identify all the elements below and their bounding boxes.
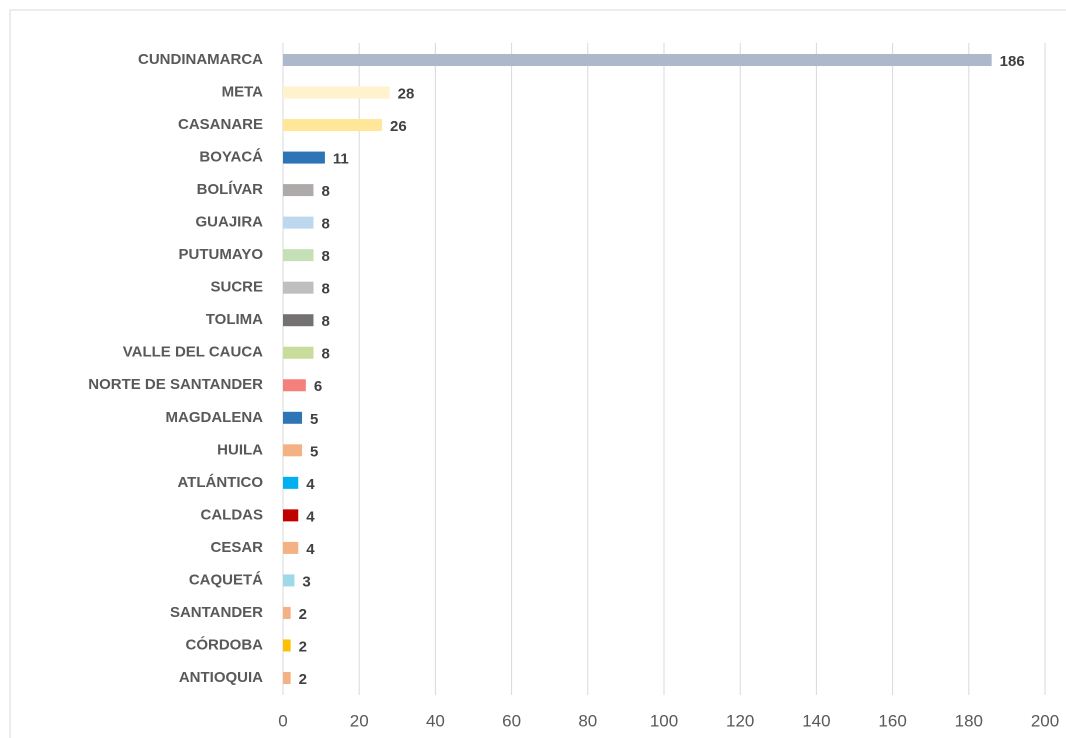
y-tick-label: TOLIMA xyxy=(206,311,263,328)
bar xyxy=(283,574,295,587)
y-tick-label: BOLÍVAR xyxy=(197,181,264,198)
y-tick-label: BOYACÁ xyxy=(199,149,263,166)
x-tick-label: 40 xyxy=(426,711,445,730)
y-tick-label: MAGDALENA xyxy=(166,409,264,426)
bar xyxy=(283,346,314,359)
bar xyxy=(283,151,325,164)
data-label: 2 xyxy=(299,671,307,688)
bar xyxy=(283,86,390,99)
data-label: 28 xyxy=(398,85,415,102)
y-tick-label: CAQUETÁ xyxy=(189,571,263,588)
bar xyxy=(283,119,383,132)
chart-border xyxy=(9,9,1066,738)
y-tick-label: CUNDINAMARCA xyxy=(138,51,263,68)
data-label: 4 xyxy=(306,476,315,493)
bar xyxy=(283,411,303,424)
y-tick-label: CASANARE xyxy=(178,116,263,133)
y-tick-label: HUILA xyxy=(217,441,263,458)
y-tick-label: META xyxy=(222,83,264,100)
data-label: 8 xyxy=(321,248,329,265)
y-tick-label: VALLE DEL CAUCA xyxy=(123,344,263,361)
bar xyxy=(283,541,299,554)
data-label: 8 xyxy=(321,346,329,363)
data-label: 3 xyxy=(302,573,310,590)
bar xyxy=(283,476,299,489)
bar xyxy=(283,639,291,652)
y-tick-label: GUAJIRA xyxy=(195,214,263,231)
bar xyxy=(283,281,314,294)
bar xyxy=(283,444,303,457)
bar xyxy=(283,672,291,684)
bar xyxy=(283,509,299,522)
bar xyxy=(283,249,314,262)
bar xyxy=(283,606,291,619)
data-label: 8 xyxy=(321,183,329,200)
data-label: 6 xyxy=(314,378,322,395)
x-tick-label: 180 xyxy=(955,711,983,730)
data-label: 26 xyxy=(390,118,407,135)
y-tick-label: SUCRE xyxy=(210,279,263,296)
x-tick-label: 120 xyxy=(726,711,754,730)
y-tick-label: ATLÁNTICO xyxy=(177,474,263,491)
x-tick-label: 160 xyxy=(878,711,906,730)
x-tick-label: 200 xyxy=(1031,711,1059,730)
bar xyxy=(283,379,306,392)
x-tick-label: 60 xyxy=(502,711,521,730)
data-label: 8 xyxy=(321,281,329,298)
data-label: 8 xyxy=(321,313,329,330)
data-label: 2 xyxy=(299,606,307,623)
data-label: 8 xyxy=(321,216,329,233)
data-label: 5 xyxy=(310,443,318,460)
y-tick-label: SANTANDER xyxy=(170,604,263,621)
y-tick-label: CÓRDOBA xyxy=(186,635,264,653)
x-tick-label: 140 xyxy=(802,711,830,730)
data-label: 11 xyxy=(333,151,349,168)
y-tick-label: CESAR xyxy=(210,539,263,556)
x-tick-label: 20 xyxy=(350,711,369,730)
data-label: 186 xyxy=(1000,53,1025,70)
bar xyxy=(283,54,992,66)
bar xyxy=(283,216,314,229)
data-label: 4 xyxy=(306,541,315,558)
y-tick-label: ANTIOQUIA xyxy=(179,669,263,686)
bar xyxy=(283,184,314,197)
bar xyxy=(283,314,314,327)
data-label: 4 xyxy=(306,508,315,525)
y-tick-label: PUTUMAYO xyxy=(179,246,264,263)
x-tick-label: 0 xyxy=(278,711,287,730)
data-label: 5 xyxy=(310,411,318,428)
x-tick-label: 100 xyxy=(650,711,678,730)
data-label: 2 xyxy=(299,638,307,655)
y-tick-label: CALDAS xyxy=(201,506,264,523)
y-tick-label: NORTE DE SANTANDER xyxy=(88,376,263,393)
x-tick-label: 80 xyxy=(578,711,597,730)
